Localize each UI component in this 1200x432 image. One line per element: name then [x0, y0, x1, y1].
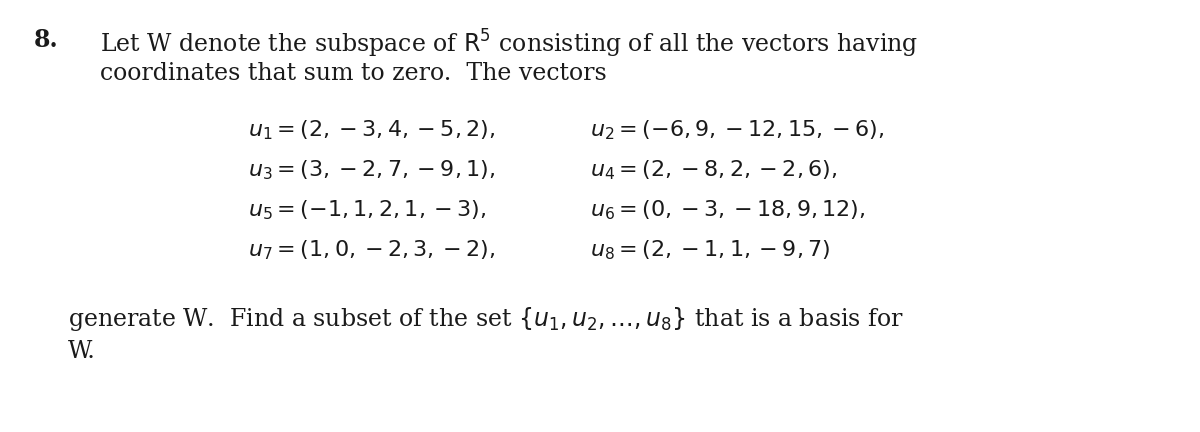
Text: $u_6 = (0, -3, -18, 9, 12),$: $u_6 = (0, -3, -18, 9, 12),$ — [590, 198, 865, 222]
Text: $u_2 = (-6, 9, -12, 15, -6),$: $u_2 = (-6, 9, -12, 15, -6),$ — [590, 118, 884, 142]
Text: $u_4 = (2, -8, 2, -2, 6),$: $u_4 = (2, -8, 2, -2, 6),$ — [590, 158, 838, 181]
Text: Let W denote the subspace of $\mathrm{R}^5$ consisting of all the vectors having: Let W denote the subspace of $\mathrm{R}… — [100, 28, 918, 60]
Text: $u_7 = (1, 0, -2, 3, -2),$: $u_7 = (1, 0, -2, 3, -2),$ — [248, 238, 496, 262]
Text: $u_3 = (3, -2, 7, -9, 1),$: $u_3 = (3, -2, 7, -9, 1),$ — [248, 158, 496, 181]
Text: $u_1 = (2, -3, 4, -5, 2),$: $u_1 = (2, -3, 4, -5, 2),$ — [248, 118, 496, 142]
Text: coordinates that sum to zero.  The vectors: coordinates that sum to zero. The vector… — [100, 62, 607, 85]
Text: generate W.  Find a subset of the set $\{u_1, u_2, \ldots, u_8\}$ that is a basi: generate W. Find a subset of the set $\{… — [68, 305, 904, 333]
Text: $u_8 = (2, -1, 1, -9, 7)$: $u_8 = (2, -1, 1, -9, 7)$ — [590, 238, 830, 262]
Text: W.: W. — [68, 340, 96, 363]
Text: 8.: 8. — [34, 28, 58, 52]
Text: $u_5 = (-1, 1, 2, 1, -3),$: $u_5 = (-1, 1, 2, 1, -3),$ — [248, 198, 486, 222]
